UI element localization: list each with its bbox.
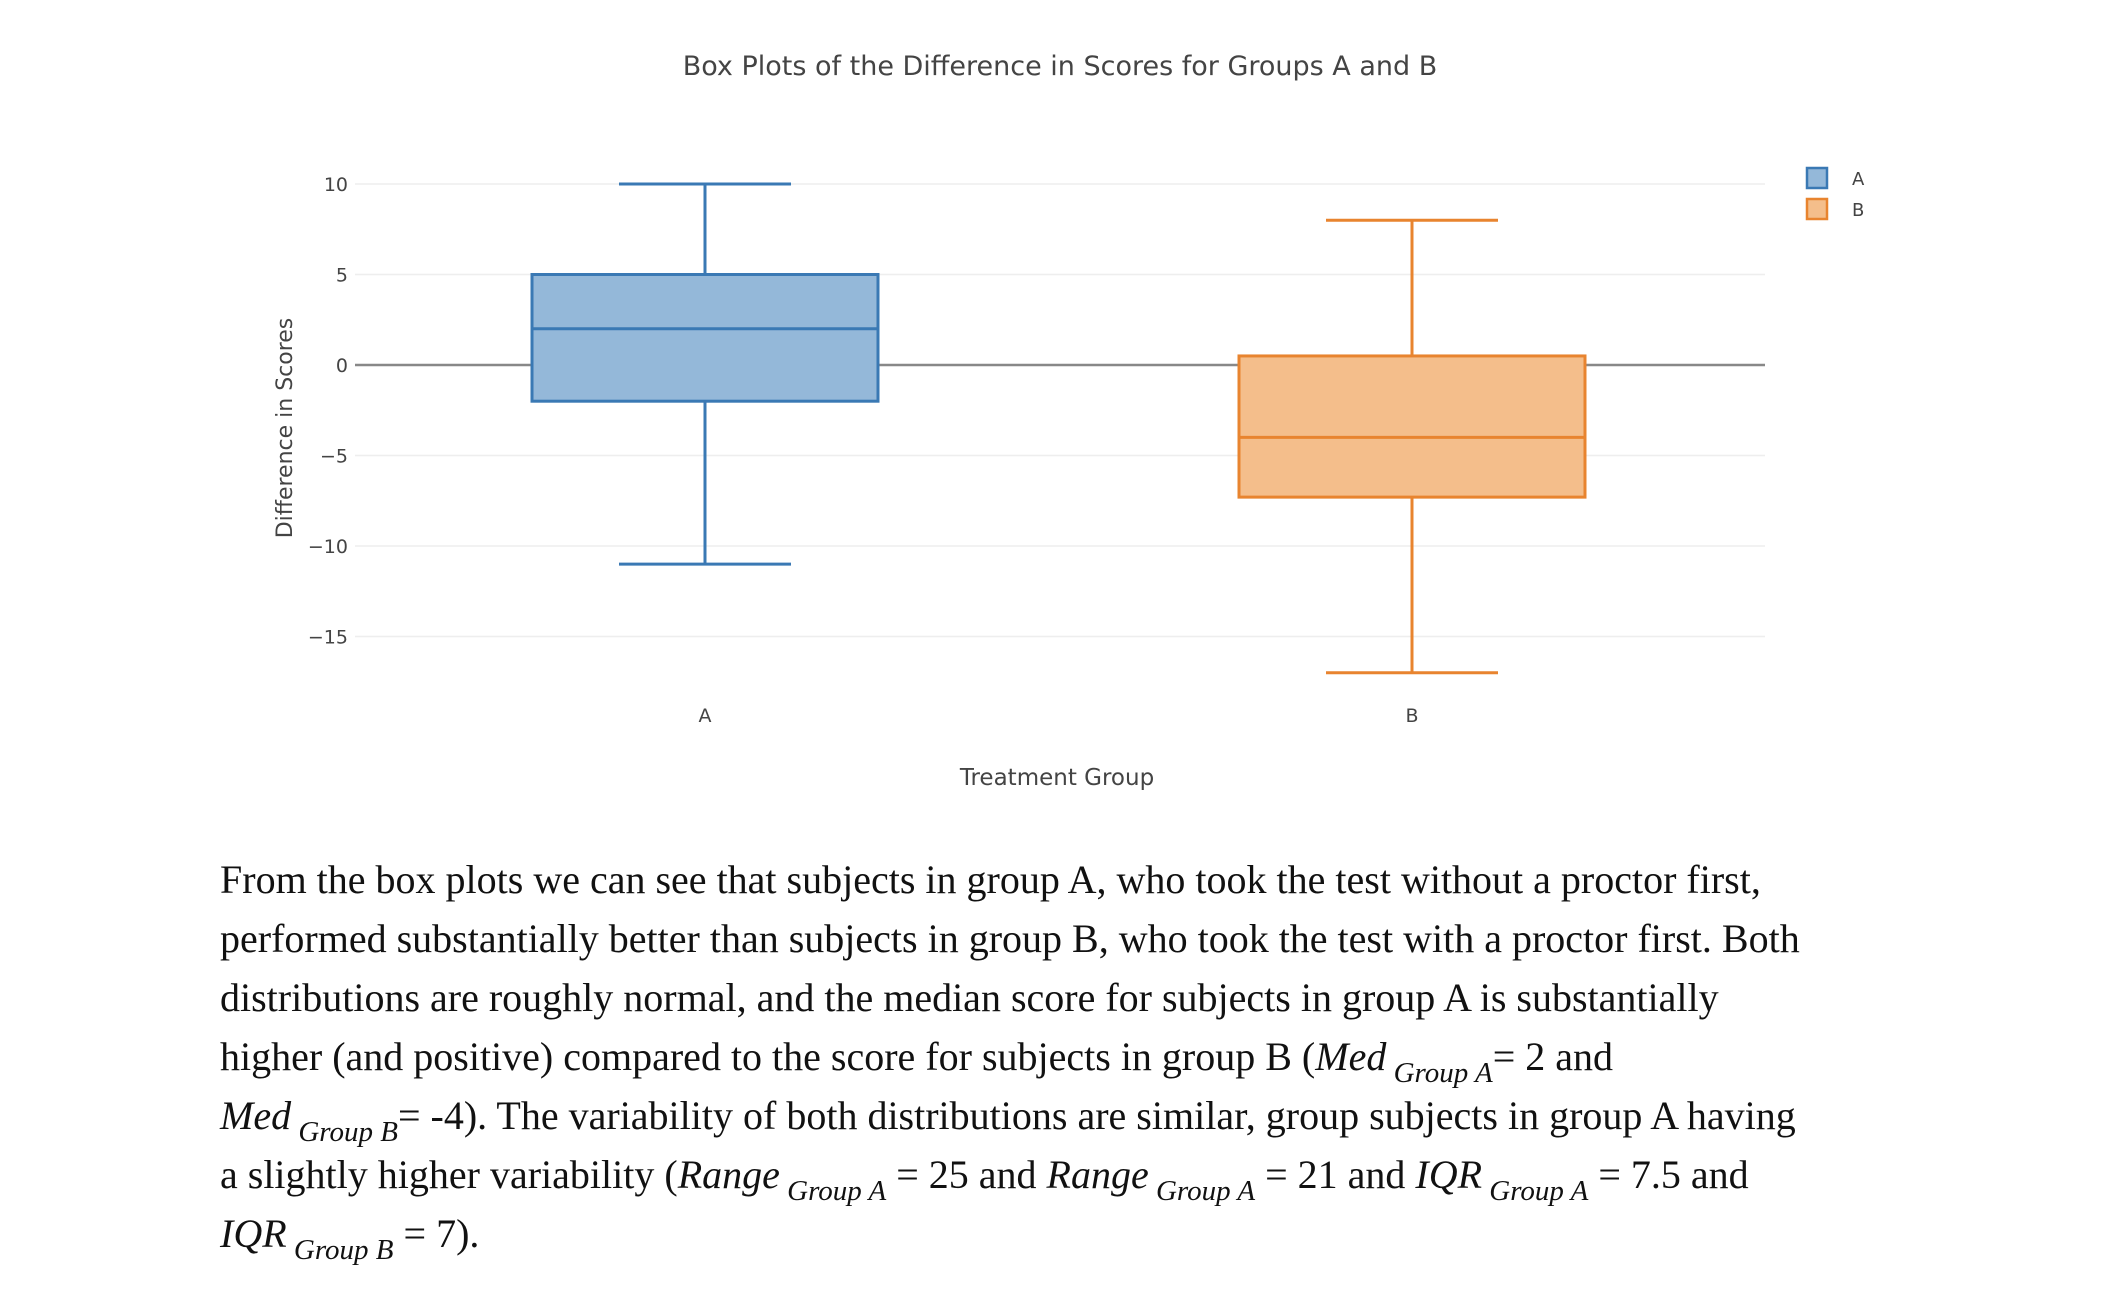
- paragraph-line: performed substantially better than subj…: [220, 909, 1910, 968]
- text-run: = 21 and: [1255, 1152, 1416, 1197]
- paragraph-line: Med Group B= -4). The variability of bot…: [220, 1086, 1910, 1148]
- iqr-box: [530, 273, 880, 403]
- text-run: From the box plots we can see that subje…: [220, 857, 1761, 902]
- math-symbol: IQR: [220, 1211, 287, 1256]
- box-plots: [530, 182, 1587, 675]
- description-paragraph: From the box plots we can see that subje…: [220, 850, 1910, 1266]
- text-run: higher (and positive) compared to the sc…: [220, 1034, 1316, 1079]
- y-tick-label: 5: [336, 265, 348, 287]
- subscript: Group A: [1482, 1175, 1589, 1207]
- math-symbol: IQR: [1415, 1152, 1483, 1197]
- text-run: = 25 and: [886, 1152, 1047, 1197]
- y-tick-label: 10: [324, 174, 348, 196]
- y-tick-label: 0: [336, 355, 348, 377]
- iqr-box: [1237, 354, 1587, 499]
- subscript: Group A: [1386, 1057, 1493, 1089]
- x-tick-label: B: [1405, 705, 1418, 727]
- text-run: distributions are roughly normal, and th…: [220, 975, 1719, 1020]
- paragraph-line: IQR Group B = 7).: [220, 1204, 1910, 1266]
- text-run: = 7).: [393, 1211, 480, 1256]
- subscript: Group B: [286, 1234, 394, 1266]
- text-run: = 7.5 and: [1588, 1152, 1749, 1197]
- text-run: = -4). The variability of both distribut…: [397, 1093, 1796, 1138]
- x-tick-label: A: [699, 705, 712, 727]
- text-run: a slightly higher variability (: [220, 1152, 678, 1197]
- legend[interactable]: AB: [1805, 166, 1865, 221]
- math-symbol: Range: [1046, 1152, 1149, 1197]
- math-symbol: Range: [677, 1152, 780, 1197]
- subscript: Group A: [779, 1175, 887, 1207]
- math-symbol: Med: [220, 1093, 292, 1138]
- legend-label-b: B: [1852, 200, 1864, 221]
- y-tick-label: −15: [308, 627, 348, 649]
- legend-swatch-b: [1805, 197, 1829, 221]
- y-tick-label: −5: [320, 446, 348, 468]
- subscript: Group B: [291, 1116, 398, 1148]
- box-a: [530, 182, 880, 566]
- legend-label-a: A: [1852, 169, 1865, 190]
- y-tick-label: −10: [308, 536, 348, 558]
- paragraph-line: From the box plots we can see that subje…: [220, 850, 1910, 909]
- y-axis-ticks: 10 5 0 −5 −10 −15: [308, 174, 348, 649]
- paragraph-line: distributions are roughly normal, and th…: [220, 968, 1910, 1027]
- paragraph-line: higher (and positive) compared to the sc…: [220, 1027, 1910, 1089]
- legend-swatch-a: [1805, 166, 1829, 190]
- box-plot-chart: Box Plots of the Difference in Scores fo…: [273, 51, 1865, 791]
- text-run: performed substantially better than subj…: [220, 916, 1800, 961]
- box-b: [1237, 218, 1587, 675]
- math-symbol: Med: [1315, 1034, 1387, 1079]
- x-axis-label: Treatment Group: [959, 765, 1154, 791]
- y-axis-label: Difference in Scores: [273, 318, 298, 539]
- paragraph-line: a slightly higher variability (Range Gro…: [220, 1145, 1910, 1207]
- text-run: = 2 and: [1492, 1034, 1613, 1079]
- chart-title: Box Plots of the Difference in Scores fo…: [683, 51, 1438, 82]
- subscript: Group A: [1148, 1175, 1256, 1207]
